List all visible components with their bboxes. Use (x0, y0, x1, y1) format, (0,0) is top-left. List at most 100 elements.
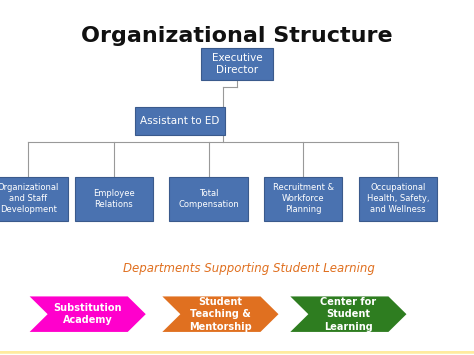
Bar (0, 352, 474, 354)
Text: Employee
Relations: Employee Relations (93, 189, 135, 209)
Bar (0, 353, 474, 355)
Bar (0, 352, 474, 354)
Bar (0, 353, 474, 355)
Bar (0, 352, 474, 354)
Bar (0, 353, 474, 355)
Bar (0, 353, 474, 354)
Bar (0, 353, 474, 355)
Bar (0, 353, 474, 354)
Text: Substitution
Academy: Substitution Academy (54, 303, 122, 326)
Bar (0, 352, 474, 354)
Bar (0, 353, 474, 355)
Bar (0, 353, 474, 354)
Bar (0, 353, 474, 354)
Text: Total
Compensation: Total Compensation (178, 189, 239, 209)
Bar (0, 351, 474, 353)
Bar (0, 352, 474, 354)
FancyBboxPatch shape (0, 177, 67, 221)
Bar (0, 353, 474, 354)
Bar (0, 353, 474, 354)
Polygon shape (162, 296, 279, 332)
Bar (0, 352, 474, 354)
Bar (0, 353, 474, 355)
Bar (0, 353, 474, 355)
Bar (0, 352, 474, 354)
Bar (0, 353, 474, 355)
Bar (0, 352, 474, 354)
Polygon shape (29, 296, 146, 332)
Bar (0, 353, 474, 354)
FancyBboxPatch shape (359, 177, 437, 221)
Bar (0, 352, 474, 354)
Bar (0, 352, 474, 354)
Bar (0, 353, 474, 355)
Bar (0, 352, 474, 354)
Bar (0, 353, 474, 355)
Bar (0, 352, 474, 354)
Bar (0, 353, 474, 355)
Bar (0, 353, 474, 355)
Bar (0, 352, 474, 354)
Bar (0, 352, 474, 354)
Bar (0, 352, 474, 354)
Bar (0, 353, 474, 354)
Bar (0, 352, 474, 354)
Bar (0, 353, 474, 355)
Bar (0, 353, 474, 355)
Bar (0, 351, 474, 353)
Bar (0, 352, 474, 354)
Bar (0, 351, 474, 353)
Bar (0, 352, 474, 354)
Bar (0, 353, 474, 354)
Bar (0, 353, 474, 355)
Bar (0, 351, 474, 353)
Bar (0, 353, 474, 354)
Bar (0, 351, 474, 353)
Bar (0, 353, 474, 354)
Bar (0, 351, 474, 353)
Bar (0, 353, 474, 355)
Bar (0, 353, 474, 355)
Bar (0, 353, 474, 355)
Bar (0, 352, 474, 354)
Text: Recruitment &
Workforce
Planning: Recruitment & Workforce Planning (273, 183, 334, 214)
Bar (0, 352, 474, 354)
Bar (0, 352, 474, 354)
Bar (0, 353, 474, 355)
Bar (0, 352, 474, 354)
Bar (0, 353, 474, 355)
Bar (0, 352, 474, 354)
Bar (0, 353, 474, 354)
Bar (0, 352, 474, 354)
Bar (0, 352, 474, 354)
Bar (0, 351, 474, 353)
Text: Occupational
Health, Safety,
and Wellness: Occupational Health, Safety, and Wellnes… (367, 183, 429, 214)
Bar (0, 353, 474, 354)
Bar (0, 353, 474, 355)
Bar (0, 353, 474, 355)
Bar (0, 352, 474, 354)
Polygon shape (290, 296, 406, 332)
Bar (0, 353, 474, 355)
Bar (0, 353, 474, 355)
Bar (0, 353, 474, 354)
Bar (0, 353, 474, 354)
Bar (0, 351, 474, 353)
Bar (0, 352, 474, 354)
Bar (0, 353, 474, 354)
Bar (0, 352, 474, 354)
Bar (0, 353, 474, 355)
Bar (0, 352, 474, 354)
Bar (0, 353, 474, 355)
Bar (0, 352, 474, 354)
Bar (0, 352, 474, 354)
Bar (0, 352, 474, 354)
Bar (0, 353, 474, 354)
Bar (0, 353, 474, 354)
Bar (0, 352, 474, 354)
Bar (0, 352, 474, 354)
Text: Organizational Structure: Organizational Structure (81, 26, 393, 45)
Bar (0, 351, 474, 353)
Bar (0, 352, 474, 354)
Bar (0, 352, 474, 354)
